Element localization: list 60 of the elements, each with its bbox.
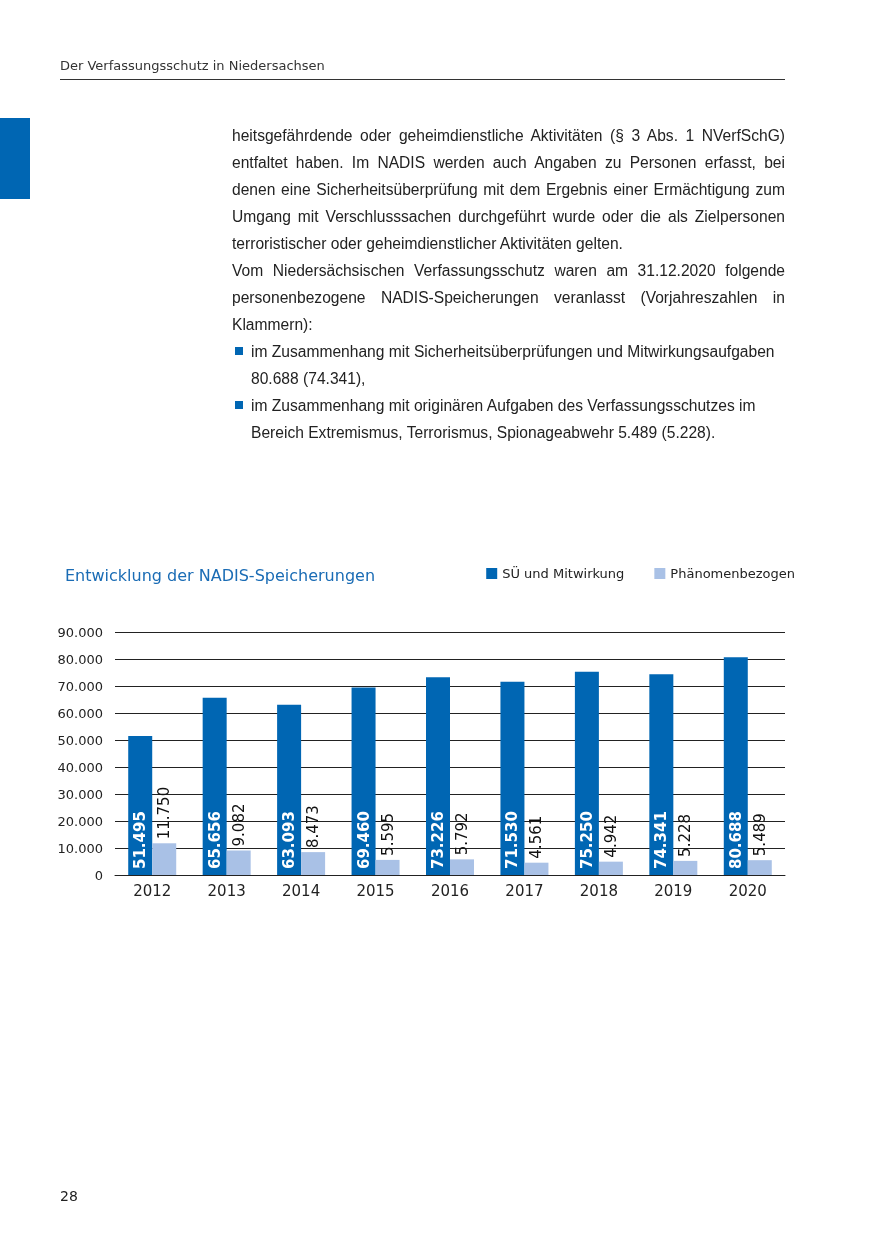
y-tick-label: 20.000 [57, 813, 103, 829]
bar [375, 859, 400, 875]
data-label: 4.942 [601, 814, 620, 858]
y-tick-label: 60.000 [57, 705, 103, 721]
x-tick-label: 2015 [356, 881, 395, 900]
y-tick-label: 30.000 [57, 786, 103, 802]
data-label: 5.228 [676, 813, 695, 857]
y-tick-label: 80.000 [57, 651, 103, 667]
data-label: 73.226 [429, 811, 447, 869]
data-label: 63.093 [280, 811, 299, 869]
bar [524, 862, 549, 875]
x-tick-label: 2017 [505, 881, 544, 900]
y-tick-label: 40.000 [57, 759, 103, 775]
data-label: 5.595 [378, 812, 397, 856]
bar [649, 674, 674, 875]
legend-label: SÜ und Mitwirkung [502, 565, 625, 581]
bar [426, 677, 450, 875]
data-label: 11.750 [155, 786, 174, 840]
x-tick-label: 2013 [207, 881, 246, 900]
text: im Zusammenhang mit originären Aufgaben des Verfassungsschutzes im Bereich Extremismus, Terrorismus, Spionageabwehr 5.489 (5.228). [250, 396, 757, 443]
bar [747, 860, 772, 875]
y-tick-label: 70.000 [57, 678, 103, 694]
data-label: 80.688 [726, 811, 745, 869]
x-tick-label: 2014 [282, 881, 321, 900]
y-tick-label: 50.000 [57, 732, 103, 748]
text: Der Verfassungsschutz in Niedersachsen [60, 58, 325, 73]
x-tick-label: 2016 [430, 881, 470, 900]
legend-label: Phänomenbezogen [670, 566, 795, 581]
text: heitsgefährdende oder geheimdienstliche Aktivitäten (§ 3 Abs. 1 NVerfSchG) entfaltet haben. Im NADIS werden auch Angaben zu Personen erfasst, bei denen eine Sicherheitsüberprüfung mit dem Ergebnis einer Ermächtigung zum Umgang mit Verschlusssachen durchgeführt wurde oder die als Zielpersonen terroristischer oder geheimdienstlicher Aktivitäten gelten. [232, 126, 785, 254]
data-label: 75.250 [577, 811, 596, 869]
data-label: 51.495 [131, 811, 150, 869]
y-tick-label: 10.000 [57, 840, 103, 856]
chart-title: Entwicklung der NADIS-Speicherungen [65, 565, 376, 585]
data-label: 4.561 [527, 815, 546, 859]
bar [301, 852, 326, 875]
y-tick-label: 90.000 [57, 624, 103, 640]
bar [598, 861, 623, 875]
text: 28 [60, 1188, 78, 1204]
data-label: 9.082 [229, 803, 248, 847]
data-label: 8.473 [304, 805, 323, 849]
data-label: 74.341 [652, 811, 671, 869]
x-tick-label: 2012 [133, 881, 172, 900]
y-tick-label: 0 [94, 867, 103, 883]
data-label: 5.489 [750, 813, 769, 857]
data-label: 69.460 [354, 811, 373, 869]
x-tick-label: 2019 [654, 881, 693, 900]
bar [723, 657, 748, 875]
bar [500, 681, 525, 875]
text: Vom Niedersächsischen Verfassungsschutz waren am 31.12.2020 folgende personenbezogene NADIS-Speicherungen veranlasst (Vorjahreszahlen in Klammern): [232, 261, 785, 335]
bar [152, 843, 177, 875]
data-label: 65.656 [205, 811, 224, 869]
bar [673, 860, 698, 875]
bar [351, 687, 376, 875]
data-label: 71.530 [503, 811, 522, 869]
x-tick-label: 2020 [728, 881, 767, 900]
bar [226, 850, 251, 875]
x-tick-label: 2018 [579, 881, 618, 900]
bar [450, 859, 474, 875]
data-label: 5.792 [453, 812, 471, 856]
bar [574, 671, 599, 875]
